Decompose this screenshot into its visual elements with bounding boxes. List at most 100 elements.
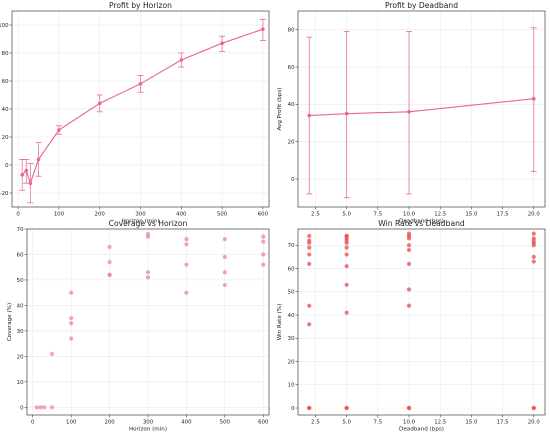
x-tick-label: 300 (143, 420, 154, 426)
data-point (138, 82, 143, 86)
y-tick-label: 60 (2, 79, 9, 85)
x-tick-label: 400 (181, 420, 192, 426)
x-tick-label: 500 (220, 420, 231, 426)
scatter-point (344, 245, 349, 250)
scatter-point (344, 252, 349, 257)
x-tick-label: 15.0 (465, 420, 478, 426)
scatter-point (531, 254, 536, 259)
y-tick-label: 70 (288, 243, 295, 249)
chart-panel-3: 0 100 200 300 400 500 600 0 10 20 30 40 50 60 70 Covera… (7, 219, 270, 433)
x-tick-label: 0 (31, 420, 35, 426)
y-tick-label: 60 (288, 65, 295, 71)
x-tick-label: 400 (176, 212, 187, 218)
scatter-point (107, 244, 112, 249)
y-tick-label: 40 (288, 313, 295, 319)
y-tick-label: 60 (288, 266, 295, 272)
scatter-point (107, 260, 112, 265)
y-tick-label: 10 (17, 380, 24, 386)
y-tick-label: 0 (20, 405, 24, 411)
data-point (307, 113, 312, 118)
y-tick-label: 40 (2, 107, 9, 113)
y-tick-label: 20 (2, 135, 9, 141)
scatter-point (184, 237, 189, 242)
chart-title: Win Rate vs Deadband (378, 219, 465, 228)
x-tick-label: 100 (54, 212, 65, 218)
scatter-point (531, 259, 536, 264)
scatter-point (406, 243, 412, 248)
y-axis-label: Avg Profit (bps) (277, 88, 283, 131)
scatter-point (222, 237, 227, 242)
y-tick-label: 60 (17, 252, 24, 258)
scatter-point (307, 303, 312, 308)
scatter-point (344, 282, 349, 287)
y-tick-label: 20 (17, 354, 24, 360)
x-tick-label: 2.5 (311, 212, 320, 218)
scatter-point (307, 405, 312, 411)
y-tick-label: 20 (288, 359, 295, 365)
data-point (20, 173, 24, 177)
y-tick-label: 40 (288, 102, 295, 108)
data-point (179, 58, 184, 62)
series-line (21, 28, 264, 185)
scatter-point (406, 261, 412, 266)
scatter-point (307, 233, 312, 239)
scatter-point (184, 262, 189, 267)
x-tick-label: 7.5 (374, 212, 383, 218)
scatter-point (406, 231, 412, 236)
scatter-point (222, 254, 227, 260)
scatter-point (406, 247, 412, 253)
x-axis-label: Horizon (min) (129, 427, 167, 433)
x-axis-label: Horizon (min) (121, 219, 159, 225)
scatter-point (145, 270, 151, 275)
y-tick-label: 80 (2, 51, 9, 57)
scatter-point (261, 234, 266, 239)
chart-panel-1: 0 100 200 300 400 500 600 -20 0 20 40 60 80 100 Profit… (0, 1, 270, 225)
y-tick-label: 0 (291, 177, 295, 183)
plot-frame (297, 10, 546, 208)
x-tick-label: 300 (135, 212, 146, 218)
scatter-point (406, 303, 412, 308)
scatter-point (307, 322, 312, 327)
data-point (57, 128, 61, 132)
scatter-point (69, 321, 74, 326)
scatter-point (406, 405, 412, 411)
x-tick-label: 12.5 (434, 420, 446, 426)
x-tick-label: 10.0 (403, 212, 416, 218)
chart-title: Profit by Horizon (109, 1, 172, 10)
scatter-point (307, 245, 312, 250)
scatter-point (38, 405, 43, 410)
x-tick-label: 600 (258, 420, 269, 426)
x-tick-label: 17.5 (497, 420, 509, 426)
y-tick-label: 0 (291, 406, 295, 412)
x-axis-label: Deadband (bps) (399, 219, 444, 225)
scatter-point (49, 405, 55, 410)
x-axis-label: Deadband (bps) (399, 427, 444, 433)
x-tick-label: 2.5 (311, 420, 320, 426)
x-tick-label: 600 (258, 212, 269, 218)
y-tick-label: 70 (17, 227, 24, 233)
x-tick-label: 20.0 (528, 420, 541, 426)
y-tick-label: -20 (0, 191, 9, 197)
y-tick-label: 10 (288, 383, 295, 389)
scatter-point (531, 231, 536, 236)
x-tick-label: 5.0 (342, 420, 351, 426)
y-tick-label: 30 (288, 336, 295, 342)
y-tick-label: 40 (17, 303, 24, 309)
x-tick-label: 0 (16, 212, 20, 218)
scatter-point (107, 272, 112, 277)
scatter-point (531, 405, 536, 411)
data-point (531, 96, 536, 101)
chart-panel-2: 2.5 5.0 7.5 10.0 12.5 15.0 17.5 20.0 0 20 40 60 80 Pr… (277, 1, 546, 225)
y-tick-label: 100 (0, 23, 9, 29)
scatter-point (69, 290, 74, 295)
x-tick-label: 7.5 (374, 420, 383, 426)
scatter-point (34, 405, 39, 410)
scatter-point (344, 310, 349, 315)
scatter-point (406, 287, 412, 292)
x-tick-label: 200 (104, 420, 115, 426)
scatter-point (184, 290, 189, 295)
chart-title: Coverage vs Horizon (109, 219, 188, 228)
data-point (24, 168, 29, 173)
scatter-point (42, 405, 47, 410)
data-point (28, 181, 33, 185)
